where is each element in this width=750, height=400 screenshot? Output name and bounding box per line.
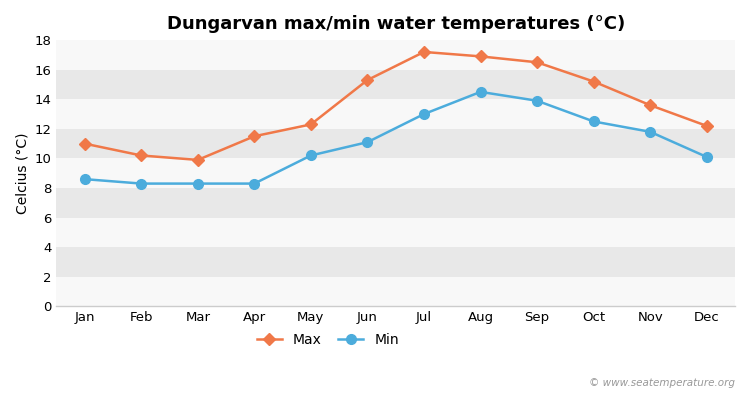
Min (80, 177, 89, 182)
Max (702, 124, 711, 128)
Bar (56, 99, 735, 129)
Min (590, 119, 598, 124)
Line: Max: Max (80, 48, 711, 164)
Max (136, 153, 146, 158)
Legend: Max, Min: Max, Min (251, 328, 404, 353)
Min (136, 181, 146, 186)
Bar (56, 218, 735, 247)
Bar (56, 40, 735, 70)
Max (363, 78, 372, 82)
Min (419, 112, 428, 116)
Title: Dungarvan max/min water temperatures (°C): Dungarvan max/min water temperatures (°C… (166, 15, 625, 33)
Min (307, 153, 316, 158)
Min (646, 130, 655, 134)
Min (250, 181, 259, 186)
Min (532, 98, 542, 103)
Bar (56, 247, 735, 277)
Text: © www.seatemperature.org: © www.seatemperature.org (589, 378, 735, 388)
Bar (56, 277, 735, 306)
Y-axis label: Celcius (°C): Celcius (°C) (15, 132, 29, 214)
Max (307, 122, 316, 127)
Max (194, 158, 202, 162)
Min (702, 154, 711, 159)
Bar (56, 158, 735, 188)
Max (250, 134, 259, 139)
Line: Min: Min (80, 87, 712, 188)
Min (476, 90, 485, 94)
Max (590, 79, 598, 84)
Max (80, 141, 89, 146)
Max (646, 103, 655, 108)
Min (363, 140, 372, 144)
Bar (56, 188, 735, 218)
Max (476, 54, 485, 59)
Max (419, 50, 428, 54)
Bar (56, 129, 735, 158)
Bar (56, 70, 735, 99)
Min (194, 181, 202, 186)
Max (532, 60, 542, 65)
